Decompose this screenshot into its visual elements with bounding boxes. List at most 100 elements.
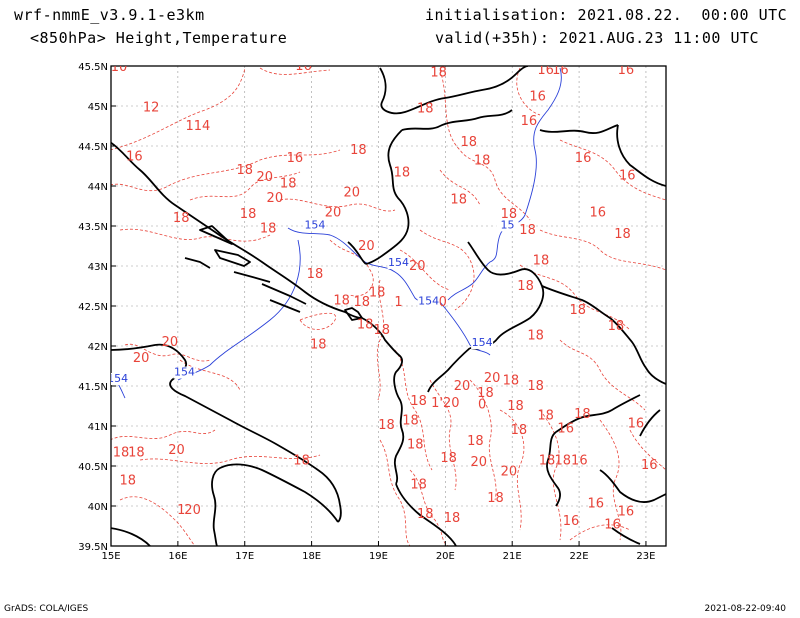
lat-tick-label: 40.5N bbox=[78, 462, 108, 473]
temperature-label: 18 bbox=[537, 409, 554, 424]
temperature-label: 18 bbox=[417, 101, 434, 116]
lon-tick-label: 20E bbox=[436, 551, 455, 562]
temperature-label: 18 bbox=[517, 279, 534, 294]
lon-tick-label: 17E bbox=[235, 551, 254, 562]
height-label-bg bbox=[303, 219, 326, 232]
lat-tick-label: 43N bbox=[88, 262, 108, 273]
height-label-bg bbox=[496, 219, 519, 232]
temperature-label: 18 bbox=[394, 165, 411, 180]
coastlines-borders bbox=[111, 66, 666, 546]
temperature-label: 16 bbox=[126, 149, 143, 164]
temperature-label: 114 bbox=[186, 119, 211, 134]
temperature-label: 1816 bbox=[555, 453, 588, 468]
grads-credit: GrADS: COLA/IGES bbox=[4, 604, 89, 614]
temperature-label: 18 bbox=[410, 394, 427, 409]
temperature-label: 18 bbox=[467, 434, 484, 449]
height-label: 154 bbox=[472, 336, 493, 349]
temperature-label: 18 bbox=[369, 285, 386, 300]
temperature-label: 20 bbox=[454, 379, 471, 394]
temperature-label: 18 bbox=[353, 295, 370, 310]
height-label: 154 bbox=[388, 256, 409, 269]
temperature-label: 18 bbox=[501, 207, 518, 222]
temperature-label: 16 bbox=[295, 59, 312, 74]
temperature-label: 20 bbox=[343, 185, 360, 200]
temperature-label: 18 bbox=[474, 153, 491, 168]
lon-tick-label: 22E bbox=[570, 551, 589, 562]
temperature-label: 16 bbox=[521, 114, 538, 129]
height-label: 154 bbox=[174, 366, 195, 379]
temperature-label: 1 bbox=[394, 295, 402, 310]
lat-tick-label: 45.5N bbox=[78, 62, 108, 73]
height-label: 154 bbox=[418, 294, 439, 307]
lon-tick-label: 19E bbox=[369, 551, 388, 562]
temperature-label: 18 bbox=[569, 303, 586, 318]
lon-tick-label: 23E bbox=[636, 551, 655, 562]
latitude-labels: 45.5N 45N 44.5N 44N 43.5N 43N 42.5N 42N 41.5N 41N… bbox=[78, 62, 108, 553]
temperature-label: 18 bbox=[410, 477, 427, 492]
lat-lon-grid bbox=[110, 65, 666, 547]
temperature-label: 16 bbox=[287, 151, 304, 166]
lon-tick-label: 16E bbox=[168, 551, 187, 562]
temperature-label: 18 bbox=[307, 267, 324, 282]
temperature-label: 18 bbox=[507, 399, 524, 414]
temperature-label: 12 bbox=[143, 101, 160, 116]
height-label: 15 bbox=[501, 218, 515, 231]
temperature-label: 18 bbox=[539, 453, 556, 468]
height-label-bg bbox=[387, 257, 410, 269]
temperature-label: 20 bbox=[184, 503, 201, 518]
lat-tick-label: 42N bbox=[88, 342, 108, 353]
temperature-label: 18 bbox=[527, 379, 544, 394]
temperature-label: 18 bbox=[173, 211, 190, 226]
temperature-label: 18 bbox=[407, 437, 424, 452]
temperature-label: 18 bbox=[440, 451, 457, 466]
temperature-label: 20 bbox=[501, 465, 518, 480]
temperature-label: 18 bbox=[444, 511, 461, 526]
temperature-label: 16 bbox=[618, 63, 635, 78]
temperature-label: 18 bbox=[487, 491, 504, 506]
temperature-label: 18 bbox=[260, 221, 277, 236]
temperature-label: 18 bbox=[350, 143, 367, 158]
temperature-label: 18 bbox=[128, 445, 145, 460]
temperature-label: 18 bbox=[378, 418, 395, 433]
temperature-label: 16 bbox=[557, 421, 574, 436]
temperature-label: 0 bbox=[478, 397, 486, 412]
temperature-label: 16 bbox=[628, 417, 645, 432]
temperature-label: 18 bbox=[374, 323, 391, 338]
temperature-label: 16 bbox=[552, 63, 569, 78]
temperature-label: 18 bbox=[333, 293, 350, 308]
valid-time: valid(+35h): 2021.AUG.23 11:00 UTC bbox=[435, 29, 760, 47]
height-labels: 154 154 154 154 154 154 15 bbox=[111, 218, 519, 385]
lat-tick-label: 42.5N bbox=[78, 302, 108, 313]
lat-tick-label: 44N bbox=[88, 182, 108, 193]
temperature-label: 18 bbox=[236, 163, 253, 178]
temperature-label: 18 bbox=[519, 223, 536, 238]
temperature-label: 16 bbox=[604, 517, 621, 532]
lon-tick-label: 21E bbox=[503, 551, 522, 562]
temperature-label: 18 bbox=[533, 253, 550, 268]
temperature-label: 18 bbox=[357, 317, 374, 332]
lon-tick-label: 18E bbox=[302, 551, 321, 562]
temperature-label: 20 bbox=[257, 170, 274, 185]
lat-tick-label: 44.5N bbox=[78, 142, 108, 153]
height-label-bg bbox=[173, 366, 196, 379]
init-time: initialisation: 2021.08.22. 00:00 UTC bbox=[425, 6, 788, 24]
temperature-label: 20 bbox=[133, 351, 150, 366]
temperature-label: 18 bbox=[293, 453, 310, 468]
temperature-label: 20 bbox=[484, 371, 501, 386]
temperature-label: 18 bbox=[527, 329, 544, 344]
lat-tick-label: 40N bbox=[88, 502, 108, 513]
temperature-label: 18 bbox=[574, 407, 591, 422]
temperature-label: 20 bbox=[162, 335, 179, 350]
lon-tick-label: 15E bbox=[101, 551, 120, 562]
level-fields: <850hPa> Height,Temperature bbox=[30, 29, 288, 47]
height-label-bg bbox=[111, 373, 129, 385]
lat-tick-label: 41N bbox=[88, 422, 108, 433]
temperature-label: 16 bbox=[563, 514, 580, 529]
lat-tick-label: 45N bbox=[88, 102, 108, 113]
temperature-label: 20 bbox=[358, 239, 375, 254]
height-label: 154 bbox=[304, 218, 325, 231]
lat-tick-label: 43.5N bbox=[78, 222, 108, 233]
temperature-label: 18 bbox=[402, 413, 419, 428]
temperature-label: 16 bbox=[641, 458, 658, 473]
